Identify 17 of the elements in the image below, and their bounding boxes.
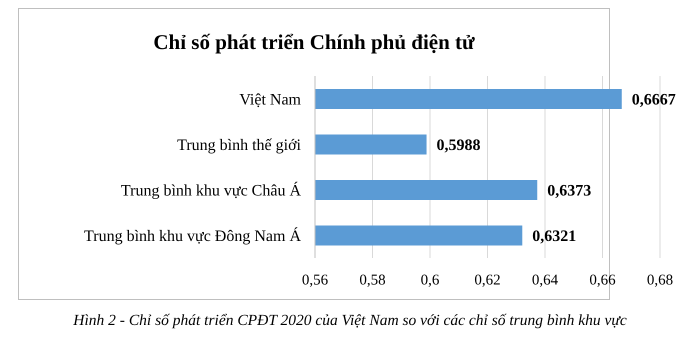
x-tick-label: 0,6	[420, 272, 440, 289]
x-tick-label: 0,58	[359, 272, 386, 289]
data-label: 0,6321	[532, 228, 576, 246]
y-tick-label: Trung bình khu vực Đông Nam Á	[84, 226, 302, 245]
data-label: 0,5988	[436, 137, 481, 154]
y-tick-label: Trung bình khu vực Châu Á	[120, 181, 302, 200]
x-tick-label: 0,56	[302, 272, 329, 289]
text: Hình 2 - Chỉ số phát triển CPĐT 2020 của Việt Nam so với các chỉ số trung bình khu vực	[72, 312, 628, 330]
data-label: 0,6667	[632, 92, 676, 109]
y-tick-label: Trung bình thế giới	[177, 136, 302, 154]
x-tick-label: 0,66	[589, 272, 616, 289]
x-tick-label: 0,62	[474, 272, 501, 289]
chart-title: Chỉ số phát triển Chính phủ điện tử	[152, 30, 476, 55]
x-tick-label: 0,64	[532, 272, 559, 289]
y-tick-label: Việt Nam	[239, 91, 302, 108]
data-label: 0,6373	[547, 182, 592, 200]
x-tick-label: 0,68	[646, 272, 674, 289]
